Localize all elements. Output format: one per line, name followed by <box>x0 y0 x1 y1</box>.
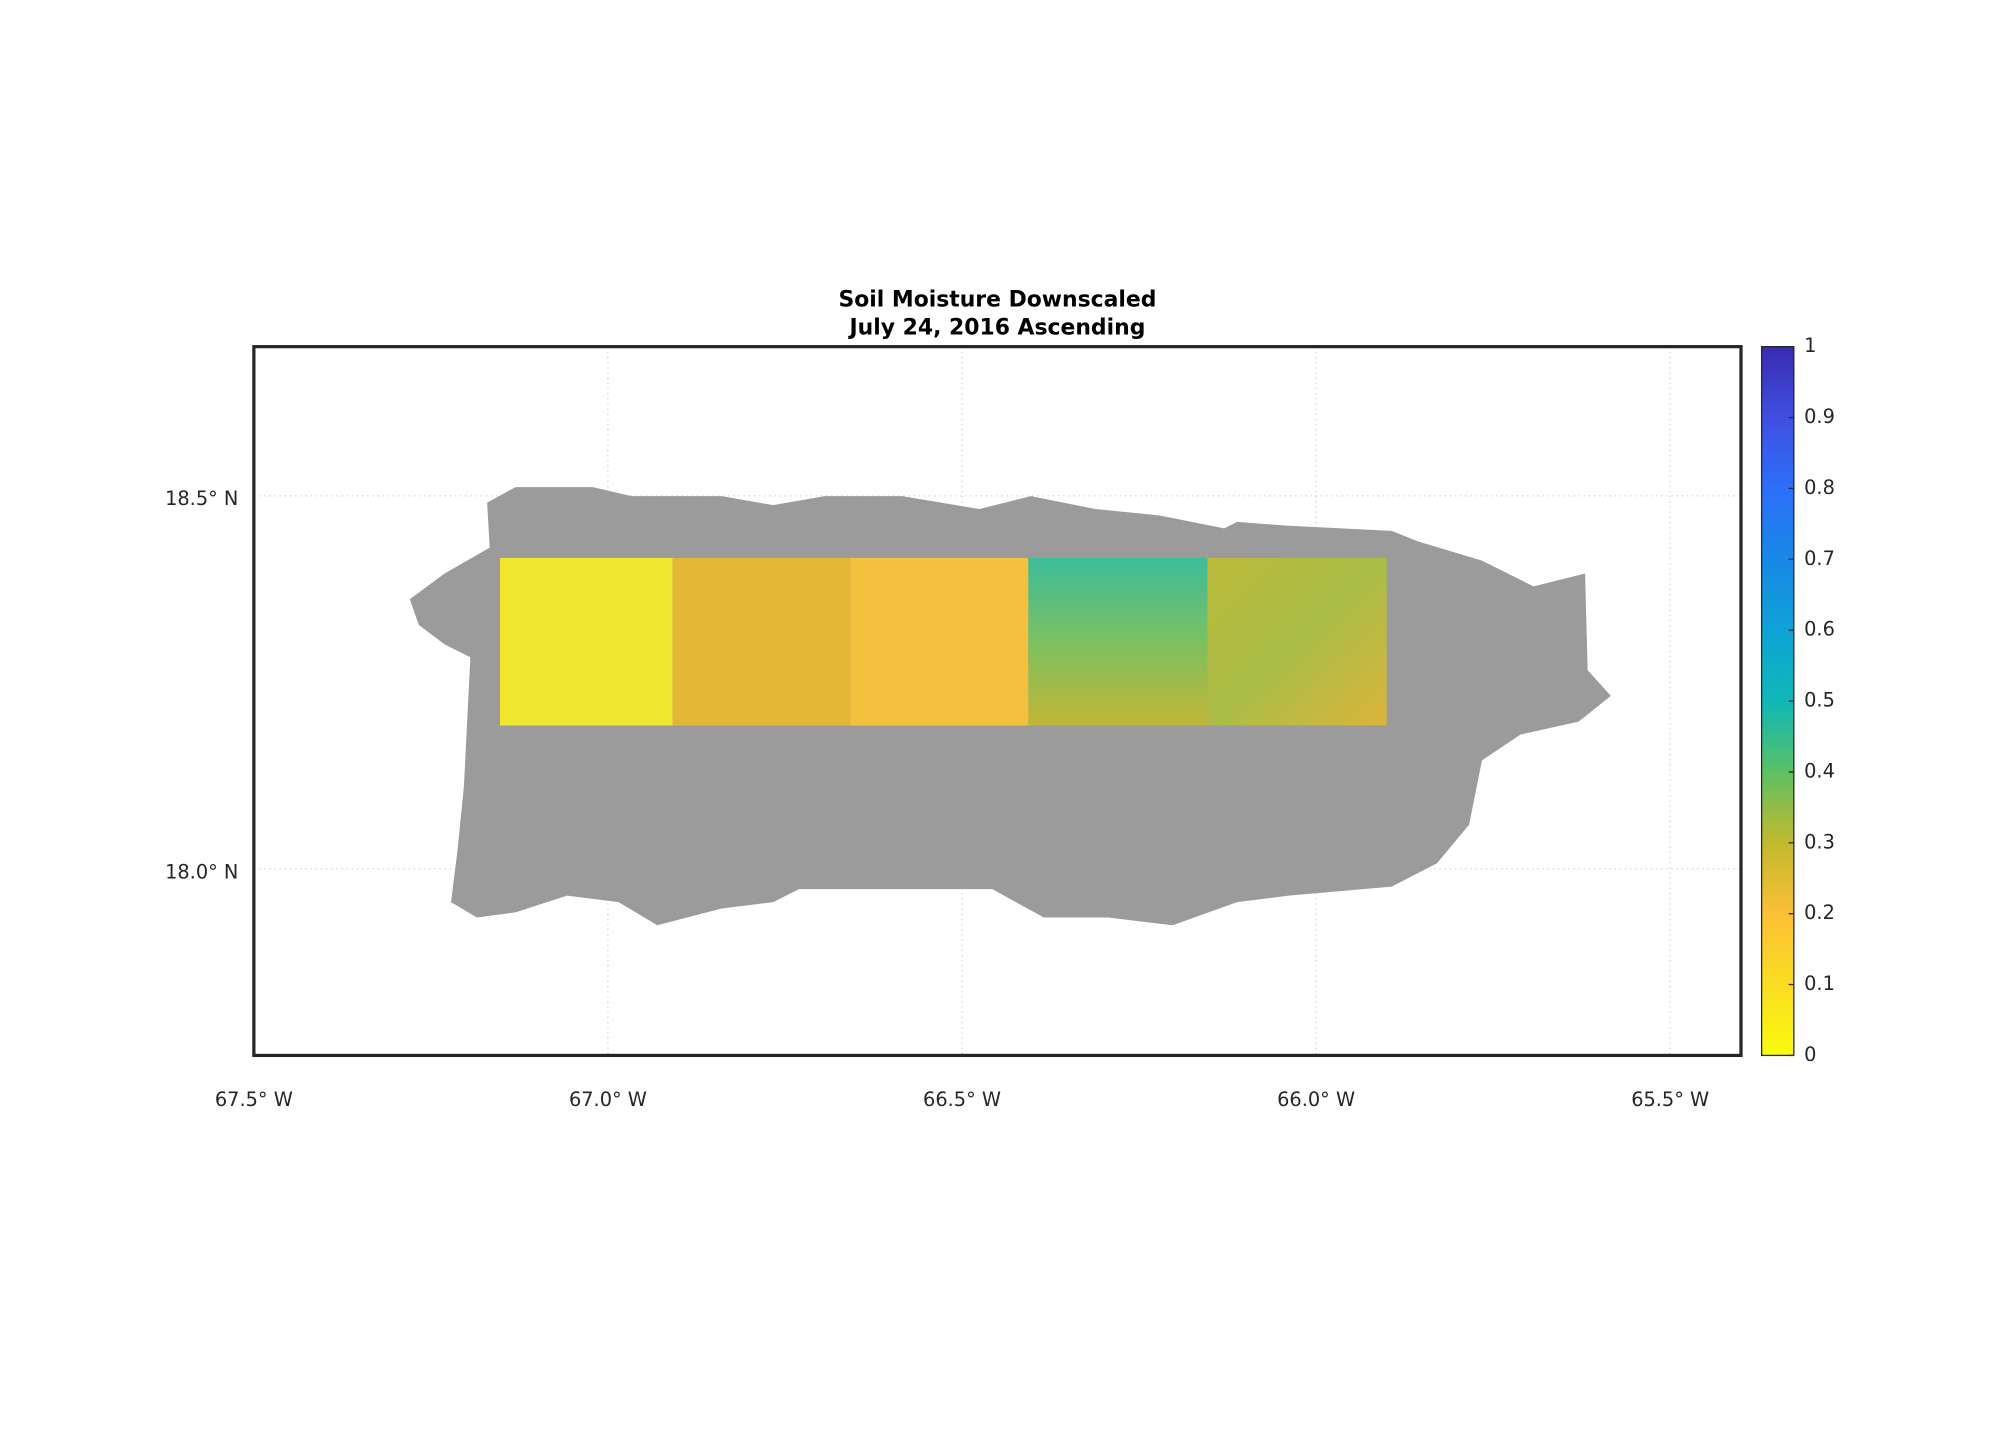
y-tick-label: 18.0° N <box>165 860 238 883</box>
y-tick-label: 18.5° N <box>165 487 238 510</box>
x-tick-label: 66.5° W <box>923 1088 1001 1111</box>
swath-tile <box>672 557 851 726</box>
colorbar <box>1760 346 1795 1057</box>
swath-tile <box>1028 557 1208 726</box>
map-subtitle: July 24, 2016 Ascending <box>847 316 1145 341</box>
x-tick-label: 67.0° W <box>569 1088 647 1111</box>
soil-moisture-swath <box>500 557 1387 726</box>
colorbar-tick-label: 0.8 <box>1804 476 1835 499</box>
colorbar-tick-label: 0.7 <box>1804 547 1835 570</box>
x-tick-label: 65.5° W <box>1631 1088 1709 1111</box>
colorbar-tick-label: 0.4 <box>1804 759 1835 782</box>
map-title: Soil Moisture Downscaled <box>838 287 1156 312</box>
colorbar-tick-label: 0.6 <box>1804 618 1835 641</box>
colorbar-tick-label: 0.3 <box>1804 830 1835 853</box>
colorbar-tick-label: 0 <box>1804 1043 1816 1066</box>
map-frame <box>252 345 1743 1058</box>
swath-tile <box>850 557 1029 726</box>
swath-tile <box>1207 557 1387 726</box>
colorbar-tick-label: 0.1 <box>1804 972 1835 995</box>
colorbar-tick-label: 0.9 <box>1804 405 1835 428</box>
colorbar-tick-label: 0.5 <box>1804 689 1835 712</box>
x-tick-label: 66.0° W <box>1277 1088 1355 1111</box>
colorbar-tick-label: 1 <box>1804 334 1816 357</box>
x-tick-label: 67.5° W <box>215 1088 293 1111</box>
colorbar-tick-label: 0.2 <box>1804 901 1835 924</box>
swath-tile <box>500 557 673 726</box>
